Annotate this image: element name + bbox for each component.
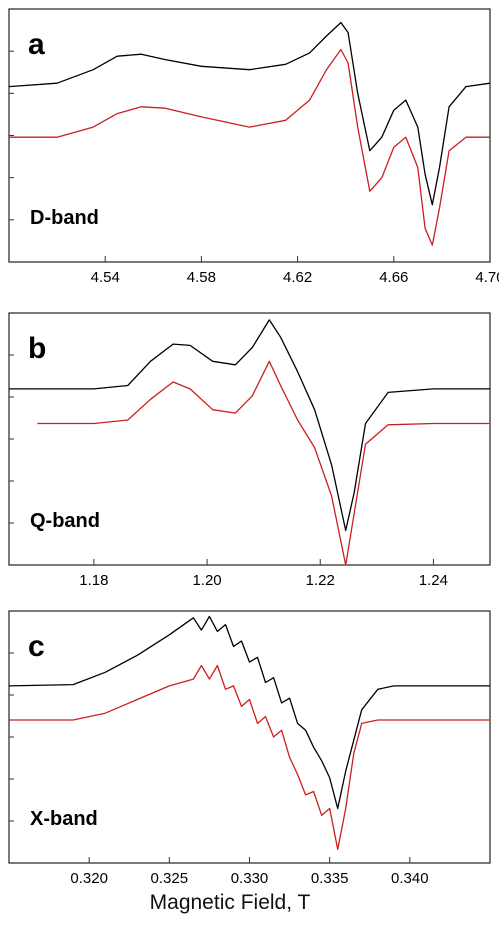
panel-c: 0.320 0.325 0.330 0.335 0.340 c X-band	[8, 610, 491, 887]
x-tick-label: 0.335	[311, 870, 349, 887]
x-axis-title: Magnetic Field, T	[150, 891, 311, 914]
experimental-trace	[8, 21, 491, 206]
simulated-trace	[37, 360, 490, 566]
band-label: Q-band	[30, 510, 100, 532]
x-tick-label: 0.340	[391, 870, 429, 887]
x-tick-label: 4.66	[379, 269, 408, 286]
x-tick-label: 0.325	[151, 870, 189, 887]
x-tick-label: 1.22	[306, 572, 335, 589]
panel-letter: b	[28, 332, 46, 365]
panel-letter: c	[28, 630, 45, 663]
x-tick-label: 0.320	[70, 870, 108, 887]
x-tick-label: 4.54	[91, 269, 120, 286]
band-label: D-band	[30, 207, 99, 229]
x-tick-label: 1.20	[192, 572, 221, 589]
band-label: X-band	[30, 808, 98, 830]
x-tick-label: 0.330	[231, 870, 269, 887]
panel-b: 1.18 1.20 1.22 1.24 b Q-band	[8, 312, 491, 589]
simulated-trace	[9, 664, 490, 851]
simulated-trace	[9, 48, 490, 246]
x-tick-label: 1.18	[79, 572, 108, 589]
x-tick-label: 4.58	[187, 269, 216, 286]
experimental-trace	[9, 319, 490, 532]
x-tick-label: 4.70	[475, 269, 499, 286]
experimental-trace	[8, 615, 490, 810]
panel-a: 4.54 4.58 4.62 4.66 4.70 a D-band	[8, 8, 499, 286]
x-tick-label: 1.24	[419, 572, 448, 589]
panel-letter: a	[28, 28, 45, 61]
x-tick-label: 4.62	[283, 269, 312, 286]
